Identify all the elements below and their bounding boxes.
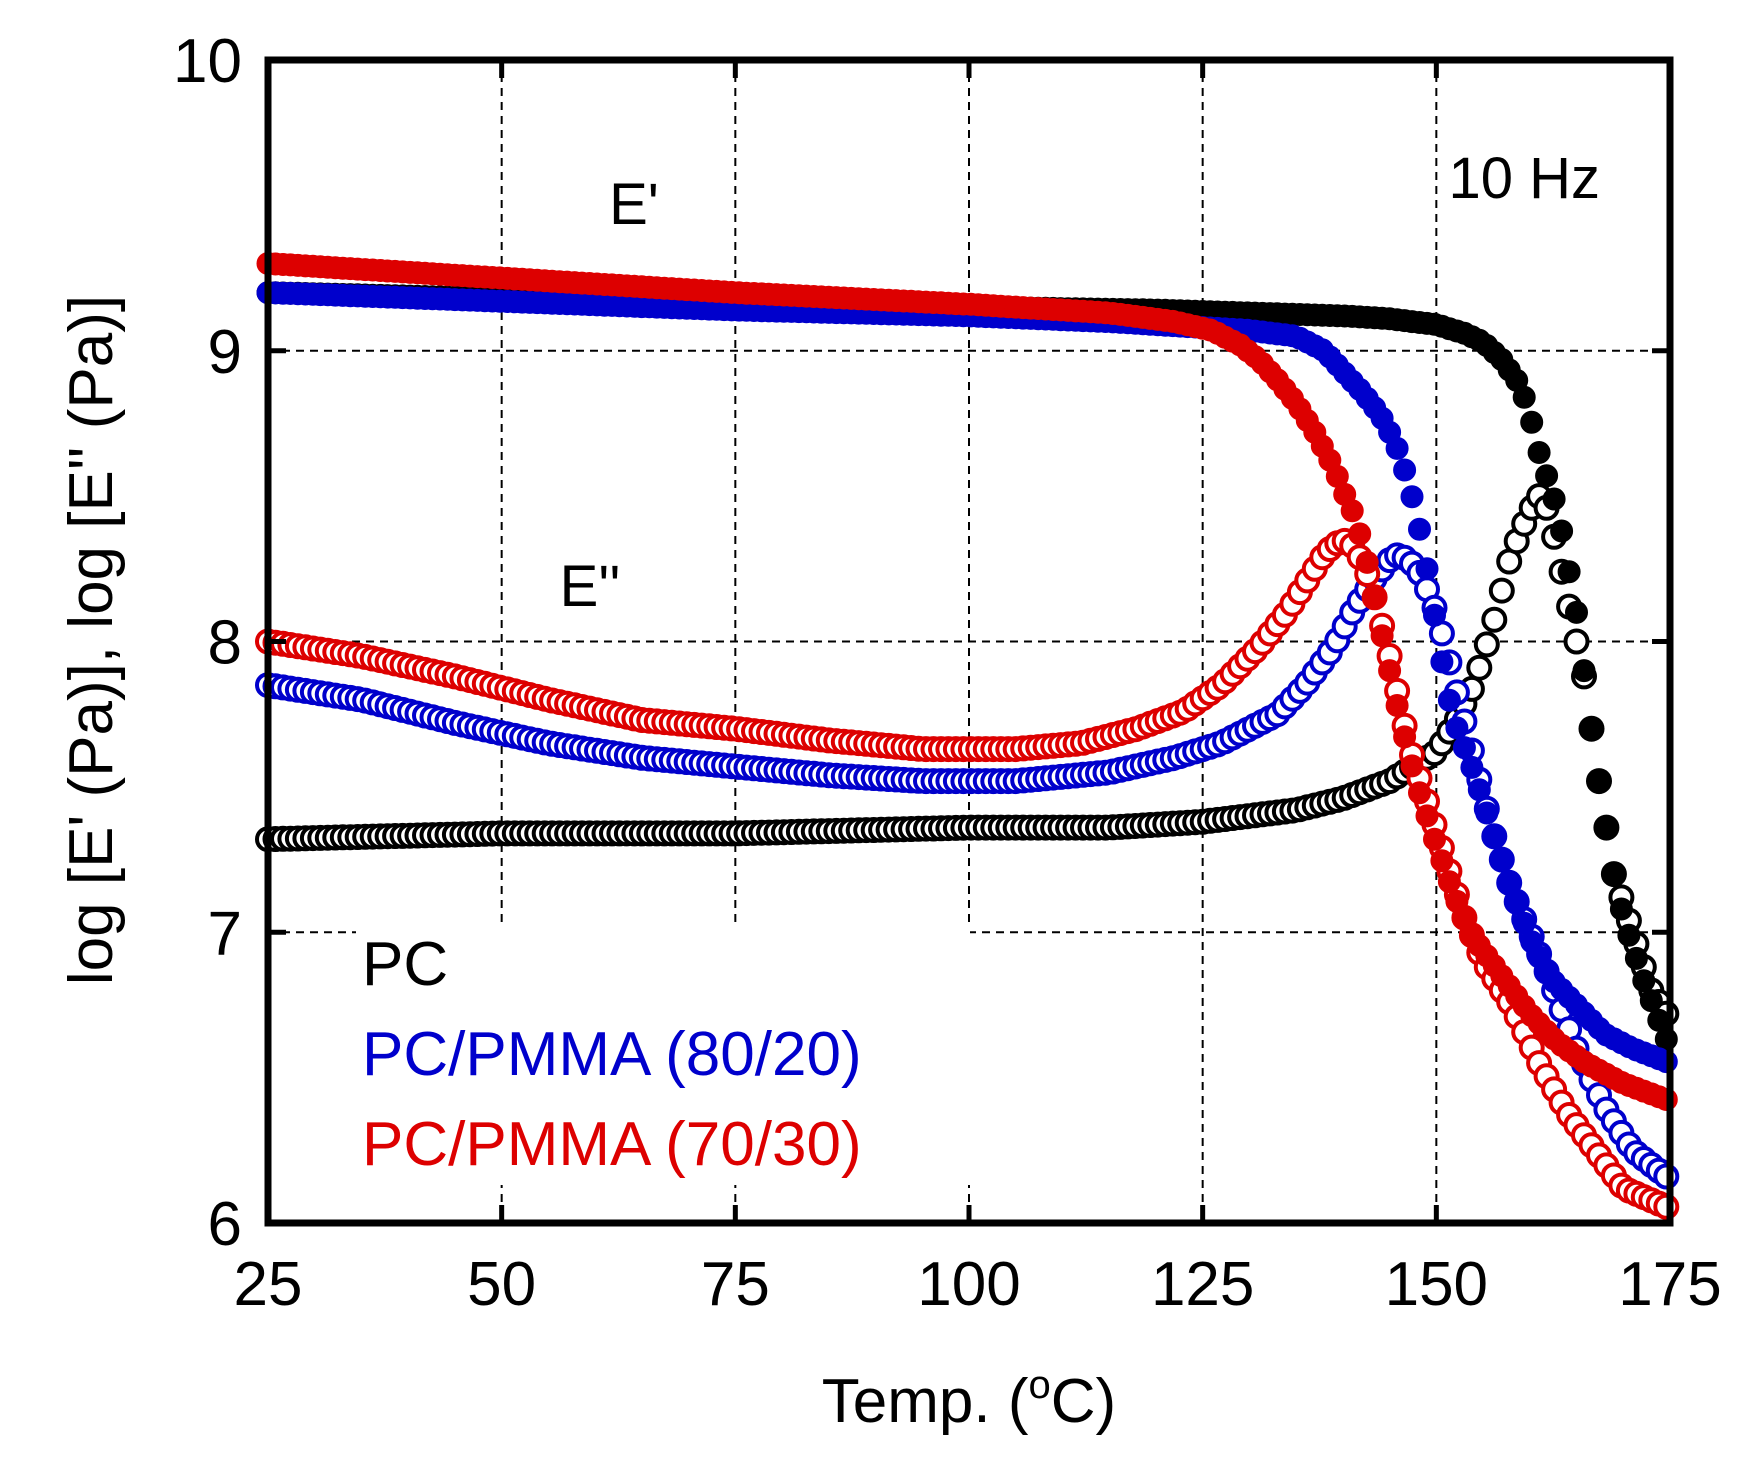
data-point (1408, 517, 1431, 541)
data-point (1415, 804, 1439, 828)
y-tick-labels: 6 7 8 9 10 (173, 27, 242, 1259)
data-point (1408, 781, 1431, 805)
data-point (1490, 848, 1514, 872)
data-point (1340, 499, 1364, 523)
data-point (1466, 654, 1493, 681)
data-point (1378, 659, 1402, 683)
data-point (1400, 754, 1424, 778)
data-point (1624, 946, 1648, 970)
data-point (1482, 824, 1506, 848)
data-point (1475, 801, 1499, 825)
data-point (1460, 755, 1484, 779)
data-point (1393, 458, 1417, 482)
y-tick-label: 10 (173, 27, 242, 96)
x-tick-label: 175 (1618, 1250, 1721, 1319)
data-point (1355, 550, 1379, 574)
data-point (1437, 688, 1461, 712)
x-tick-label: 100 (917, 1250, 1020, 1319)
data-point (1423, 827, 1446, 851)
x-axis-title: Temp. (oC) (822, 1363, 1116, 1436)
data-point (1587, 769, 1611, 793)
data-point (1609, 897, 1633, 921)
data-point (1557, 560, 1581, 584)
legend-entry-pc-pmma-70-30: PC/PMMA (70/30) (362, 1110, 862, 1179)
data-point (1654, 1050, 1678, 1074)
data-point (1497, 871, 1521, 895)
data-point (1393, 725, 1417, 749)
data-point (1617, 923, 1641, 947)
data-point (1594, 816, 1618, 840)
x-tick-label: 125 (1151, 1250, 1254, 1319)
x-tick-label: 25 (234, 1250, 303, 1319)
data-point (1437, 870, 1461, 894)
data-point (1654, 1027, 1678, 1051)
data-point (1423, 603, 1446, 627)
data-point (1415, 557, 1439, 581)
x-tick-label: 50 (467, 1250, 536, 1319)
data-point (1653, 1163, 1680, 1190)
x-tick-labels: 25 50 75 100 125 150 175 (234, 1250, 1722, 1319)
y-axis-title: log [E' (Pa)], log [E'' (Pa)] (57, 295, 126, 985)
data-point (1467, 778, 1491, 802)
data-point (1363, 585, 1387, 609)
data-point (1653, 1193, 1680, 1220)
data-point (1572, 659, 1596, 683)
legend-entry-pc: PC (362, 930, 448, 999)
y-tick-label: 9 (208, 318, 242, 387)
storage-modulus-annotation: E' (609, 172, 659, 237)
series-pc-pmma-70-30-e- (256, 252, 1678, 1111)
data-point (1385, 694, 1409, 717)
data-point (1445, 716, 1469, 740)
data-point (1348, 522, 1372, 546)
data-point (1520, 410, 1544, 434)
data-point (1430, 650, 1454, 674)
data-point (1452, 736, 1476, 760)
data-point (1488, 577, 1515, 604)
series-pc-e- (255, 483, 1680, 1027)
data-point (1512, 385, 1536, 409)
data-point (1639, 989, 1663, 1013)
loss-modulus-annotation: E'' (560, 554, 621, 619)
data-point (1602, 862, 1626, 886)
data-point (1632, 969, 1656, 993)
y-tick-label: 7 (208, 899, 242, 968)
y-tick-label: 8 (208, 609, 242, 678)
x-tick-label: 150 (1385, 1250, 1488, 1319)
data-points (255, 252, 1680, 1220)
legend-entry-pc-pmma-80-20: PC/PMMA (80/20) (362, 1020, 862, 1089)
data-point (1654, 1088, 1678, 1111)
data-point (1430, 849, 1454, 873)
data-point (1385, 436, 1409, 460)
data-point (1535, 464, 1559, 488)
data-point (1580, 717, 1603, 741)
data-point (1527, 441, 1551, 464)
data-point (1550, 519, 1574, 543)
data-point (1505, 892, 1529, 915)
frequency-annotation: 10 Hz (1448, 146, 1600, 211)
data-point (1481, 606, 1508, 633)
data-point (1370, 624, 1394, 648)
data-point (1565, 600, 1588, 624)
data-point (1400, 485, 1424, 509)
axis-ticks (265, 57, 1673, 1226)
data-point (1563, 628, 1590, 655)
x-tick-label: 75 (701, 1250, 770, 1319)
data-point (1542, 487, 1566, 511)
data-point (1473, 631, 1500, 658)
y-tick-label: 6 (208, 1190, 242, 1259)
legend-background (356, 925, 970, 1185)
